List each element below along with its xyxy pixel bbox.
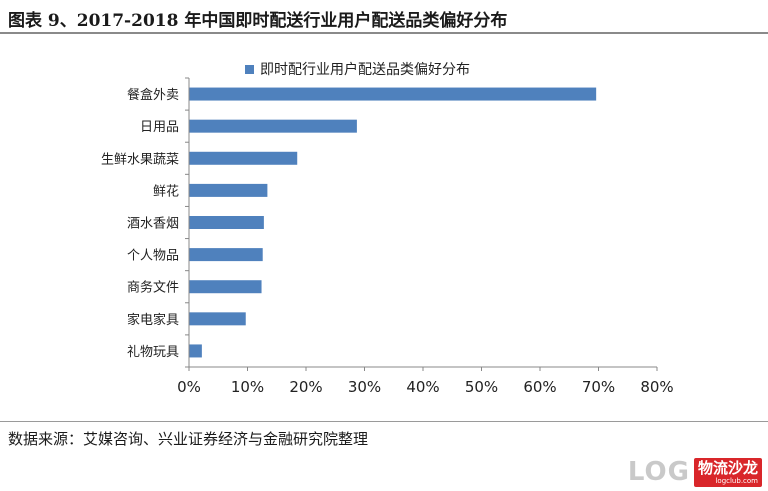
bar (189, 312, 246, 326)
source-note: 数据来源：艾媒咨询、兴业证券经济与金融研究院整理 (8, 430, 369, 448)
category-label: 酒水香烟 (127, 217, 179, 232)
x-tick-label: 60% (523, 378, 556, 396)
x-tick-label: 40% (406, 378, 439, 396)
logo-brand-name: 物流沙龙 (697, 458, 758, 477)
logo-log-text: LOG (627, 457, 690, 487)
bar (189, 344, 202, 358)
bar-chart: 即时配行业用户配送品类偏好分布餐盒外卖日用品生鲜水果蔬菜鲜花酒水香烟个人物品商务… (101, 61, 674, 396)
x-tick-label: 20% (289, 378, 322, 396)
category-label: 生鲜水果蔬菜 (101, 152, 179, 167)
category-label: 个人物品 (127, 249, 179, 264)
bar (189, 280, 262, 294)
x-tick-label: 50% (465, 378, 498, 396)
x-tick-label: 0% (177, 378, 201, 396)
title-divider (0, 32, 768, 34)
logclub-logo: LOG 物流沙龙 logclub.com (628, 457, 762, 487)
bar (189, 183, 268, 197)
bar (189, 216, 264, 229)
category-label: 日用品 (140, 120, 179, 135)
logo-brand-box: 物流沙龙 logclub.com (693, 457, 762, 487)
legend-label: 即时配行业用户配送品类偏好分布 (260, 61, 470, 78)
source-divider (0, 421, 768, 422)
bar (189, 87, 597, 101)
bar (189, 248, 263, 262)
x-tick-label: 10% (231, 378, 264, 396)
category-label: 鲜花 (153, 183, 179, 199)
logo-url: logclub.com (715, 476, 758, 485)
legend-swatch (245, 65, 254, 74)
x-tick-label: 80% (640, 378, 673, 396)
bar (189, 151, 298, 165)
category-label: 家电家具 (127, 312, 179, 328)
bar (189, 119, 357, 133)
category-label: 礼物玩具 (127, 344, 179, 360)
x-tick-label: 70% (582, 378, 615, 396)
x-tick-label: 30% (348, 378, 381, 396)
page-title: 图表 9、2017-2018 年中国即时配送行业用户配送品类偏好分布 (8, 11, 508, 31)
category-label: 商务文件 (127, 280, 179, 296)
category-label: 餐盒外卖 (127, 87, 179, 103)
